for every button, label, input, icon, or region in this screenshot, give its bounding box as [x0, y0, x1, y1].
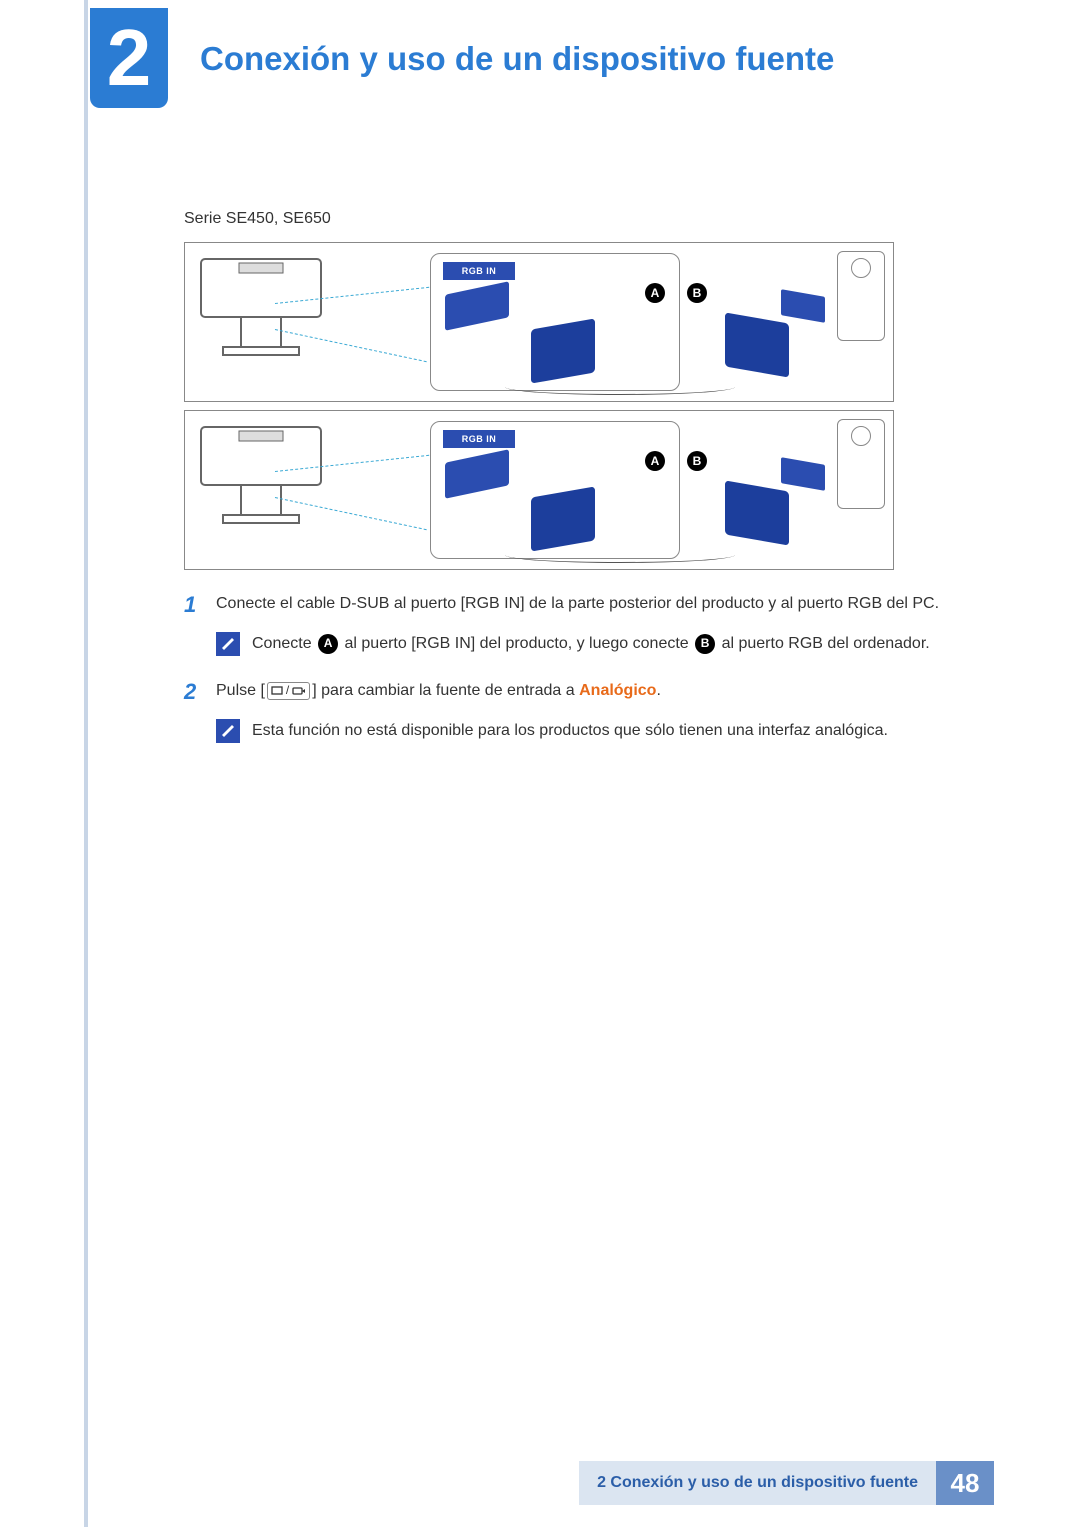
step-text: Pulse [/] para cambiar la fuente de entr… [216, 679, 954, 704]
monitor-sketch-icon [193, 419, 343, 539]
note-part: al puerto [RGB IN] del producto, y luego… [340, 635, 693, 652]
step-part: Pulse [ [216, 682, 265, 699]
step-1: 1 Conecte el cable D-SUB al puerto [RGB … [184, 592, 954, 618]
chapter-title: Conexión y uso de un dispositivo fuente [200, 40, 834, 78]
note-part: al puerto RGB del ordenador. [717, 635, 930, 652]
cable-line-icon [505, 379, 735, 395]
pc-power-button-icon [851, 426, 871, 446]
rgb-in-port-label: RGB IN [443, 430, 515, 448]
desktop-pc-icon [837, 419, 885, 509]
step-1-note: Conecte A al puerto [RGB IN] del product… [216, 632, 954, 657]
chapter-number: 2 [107, 18, 152, 98]
note-icon [216, 719, 240, 743]
chapter-badge: 2 [90, 8, 168, 108]
note-icon [216, 632, 240, 656]
pc-power-button-icon [851, 258, 871, 278]
step-number: 2 [184, 679, 202, 705]
page-content: Serie SE450, SE650 RGB IN A B [184, 210, 954, 744]
note-text: Esta función no está disponible para los… [252, 719, 954, 744]
connector-label-a: A [645, 451, 665, 471]
cable-line-icon [505, 547, 735, 563]
inline-label-a: A [318, 634, 338, 654]
rgb-in-port-icon [445, 281, 509, 331]
connector-label-b: B [687, 283, 707, 303]
rgb-in-port-label: RGB IN [443, 262, 515, 280]
step-2-note: Esta función no está disponible para los… [216, 719, 954, 744]
vga-plug-a-icon [531, 318, 595, 383]
vga-plug-a-icon [531, 486, 595, 551]
pc-rgb-port-icon [781, 457, 825, 491]
footer-page-number: 48 [936, 1461, 994, 1505]
step-2: 2 Pulse [/] para cambiar la fuente de en… [184, 679, 954, 705]
note-text: Conecte A al puerto [RGB IN] del product… [252, 632, 954, 657]
footer-chapter-label: 2 Conexión y uso de un dispositivo fuent… [579, 1461, 936, 1505]
desktop-pc-icon [837, 251, 885, 341]
rgb-in-port-icon [445, 449, 509, 499]
zoom-detail-box: RGB IN [430, 421, 680, 559]
source-button-icon: / [267, 682, 310, 700]
note-part: Conecte [252, 635, 316, 652]
monitor-sketch-icon [193, 251, 343, 371]
step-text: Conecte el cable D-SUB al puerto [RGB IN… [216, 592, 954, 617]
page-left-border [84, 0, 88, 1527]
step-number: 1 [184, 592, 202, 618]
series-label: Serie SE450, SE650 [184, 210, 954, 228]
zoom-detail-box: RGB IN [430, 253, 680, 391]
page-footer: 2 Conexión y uso de un dispositivo fuent… [579, 1461, 994, 1505]
step-part: . [656, 682, 660, 699]
connector-label-a: A [645, 283, 665, 303]
connector-label-b: B [687, 451, 707, 471]
inline-label-b: B [695, 634, 715, 654]
vga-plug-b-icon [725, 312, 789, 377]
step-part: ] para cambiar la fuente de entrada a [312, 682, 579, 699]
pc-rgb-port-icon [781, 289, 825, 323]
vga-plug-b-icon [725, 480, 789, 545]
connection-diagram-1: RGB IN A B [184, 242, 894, 402]
highlight-analogico: Analógico [579, 682, 656, 699]
connection-diagram-2: RGB IN A B [184, 410, 894, 570]
